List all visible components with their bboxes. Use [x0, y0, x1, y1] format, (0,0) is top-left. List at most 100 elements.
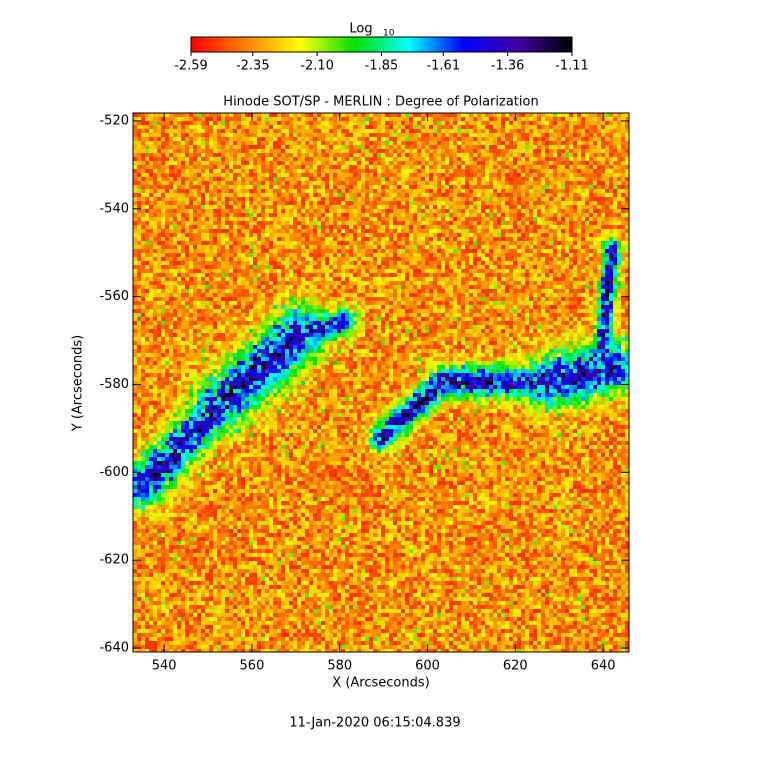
image-cell [353, 189, 357, 193]
image-cell [133, 157, 137, 161]
image-cell [453, 141, 457, 145]
image-cell [225, 173, 229, 177]
image-cell [269, 141, 273, 145]
image-cell [177, 181, 181, 185]
image-cell [529, 177, 533, 181]
image-cell [249, 197, 253, 201]
image-cell [221, 121, 225, 125]
image-cell [601, 205, 605, 209]
image-cell [505, 185, 509, 189]
image-cell [573, 133, 577, 137]
image-cell [477, 173, 481, 177]
image-cell [393, 169, 397, 173]
image-cell [453, 173, 457, 177]
image-cell [425, 209, 429, 213]
image-cell [461, 161, 465, 165]
image-cell [213, 173, 217, 177]
image-cell [617, 213, 621, 217]
image-cell [325, 125, 329, 129]
image-cell [181, 145, 185, 149]
image-cell [389, 145, 393, 149]
image-cell [581, 165, 585, 169]
image-cell [353, 181, 357, 185]
image-cell [441, 165, 445, 169]
image-cell [185, 137, 189, 141]
image-cell [189, 133, 193, 137]
image-cell [165, 137, 169, 141]
image-cell [409, 121, 413, 125]
image-cell [145, 165, 149, 169]
image-cell [273, 181, 277, 185]
image-cell [593, 117, 597, 121]
image-cell [233, 209, 237, 213]
image-cell [485, 161, 489, 165]
image-cell [381, 193, 385, 197]
image-cell [193, 129, 197, 133]
image-cell [625, 189, 629, 193]
image-cell [357, 117, 361, 121]
image-cell [277, 157, 281, 161]
image-cell [189, 201, 193, 205]
image-cell [445, 209, 449, 213]
image-cell [613, 121, 617, 125]
image-cell [329, 125, 333, 129]
image-cell [233, 125, 237, 129]
image-cell [273, 161, 277, 165]
image-cell [409, 193, 413, 197]
image-cell [273, 133, 277, 137]
image-cell [581, 177, 585, 181]
image-cell [197, 189, 201, 193]
image-cell [277, 181, 281, 185]
image-cell [281, 137, 285, 141]
image-cell [173, 201, 177, 205]
image-cell [201, 113, 205, 117]
image-cell [213, 189, 217, 193]
image-cell [553, 117, 557, 121]
image-cell [325, 169, 329, 173]
image-cell [521, 129, 525, 133]
image-cell [393, 145, 397, 149]
image-cell [601, 197, 605, 201]
image-cell [465, 209, 469, 213]
image-cell [309, 173, 313, 177]
image-cell [193, 145, 197, 149]
image-cell [173, 213, 177, 217]
image-cell [385, 117, 389, 121]
image-cell [609, 165, 613, 169]
image-cell [133, 169, 137, 173]
image-cell [385, 177, 389, 181]
image-cell [609, 185, 613, 189]
image-cell [365, 201, 369, 205]
image-cell [585, 153, 589, 157]
image-cell [305, 133, 309, 137]
image-cell [481, 201, 485, 205]
image-cell [413, 201, 417, 205]
image-cell [153, 133, 157, 137]
image-cell [545, 173, 549, 177]
image-cell [269, 161, 273, 165]
image-cell [577, 197, 581, 201]
image-cell [393, 157, 397, 161]
image-cell [625, 129, 629, 133]
image-cell [285, 169, 289, 173]
image-cell [449, 205, 453, 209]
image-cell [193, 117, 197, 121]
image-cell [225, 149, 229, 153]
image-cell [173, 193, 177, 197]
image-cell [489, 185, 493, 189]
image-cell [453, 193, 457, 197]
image-cell [561, 129, 565, 133]
image-cell [373, 117, 377, 121]
image-cell [385, 129, 389, 133]
image-cell [133, 161, 137, 165]
image-cell [225, 125, 229, 129]
image-cell [229, 177, 233, 181]
image-cell [497, 173, 501, 177]
image-cell [141, 185, 145, 189]
image-cell [201, 173, 205, 177]
image-cell [509, 209, 513, 213]
image-cell [537, 133, 541, 137]
image-cell [409, 161, 413, 165]
image-cell [401, 153, 405, 157]
image-cell [557, 125, 561, 129]
